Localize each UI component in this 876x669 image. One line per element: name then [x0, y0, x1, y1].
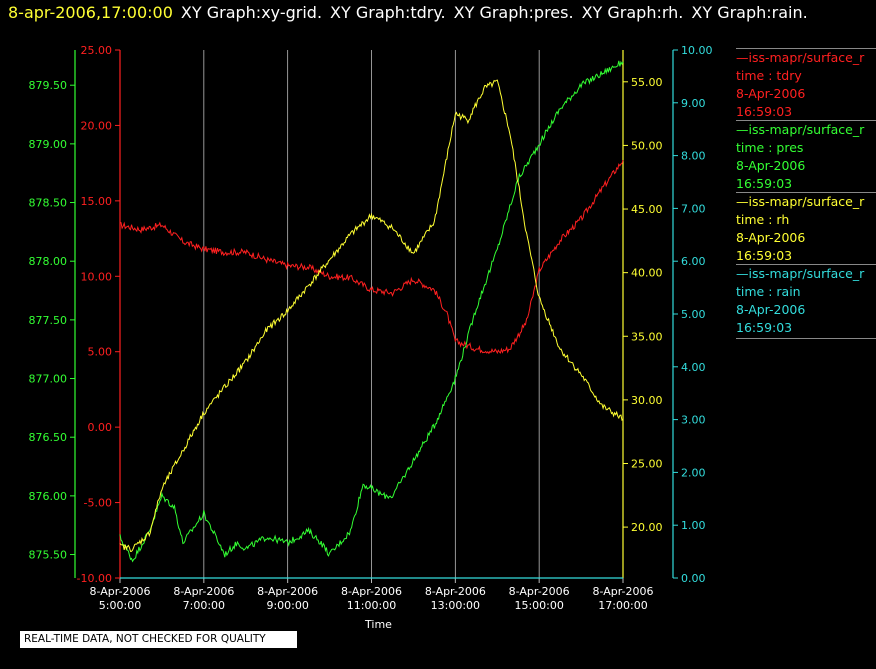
tdry-tick-label: 15.00	[81, 195, 113, 208]
legend-time: 16:59:03	[736, 320, 793, 335]
legend-rule	[736, 192, 876, 193]
x-tick-label-time: 5:00:00	[99, 599, 141, 612]
pres-tick-label: 879.00	[29, 138, 68, 151]
legend-time: 16:59:03	[736, 104, 793, 119]
tdry-tick-label: 10.00	[81, 270, 113, 283]
series-line-rh	[119, 79, 624, 552]
legend-entry-pres: —iss-mapr/surface_r time : pres 8-Apr-20…	[736, 120, 876, 193]
legend-entry-rh: —iss-mapr/surface_r time : rh 8-Apr-2006…	[736, 192, 876, 265]
legend-entry-tdry: —iss-mapr/surface_r time : tdry 8-Apr-20…	[736, 48, 876, 121]
x-tick-label-date: 8-Apr-2006	[257, 585, 318, 598]
pres-tick-label: 879.50	[29, 79, 68, 92]
rh-tick-label: 30.00	[631, 394, 663, 407]
x-tick-label-time: 13:00:00	[431, 599, 480, 612]
x-tick-label-date: 8-Apr-2006	[89, 585, 150, 598]
rh-tick-label: 40.00	[631, 267, 663, 280]
rh-tick-label: 20.00	[631, 521, 663, 534]
pres-tick-label: 877.50	[29, 314, 68, 327]
series-line-pres	[119, 60, 624, 563]
rain-tick-label: 9.00	[681, 97, 706, 110]
rain-tick-label: 4.00	[681, 361, 706, 374]
rh-tick-label: 25.00	[631, 457, 663, 470]
legend-rule	[736, 264, 876, 265]
legend-date: 8-Apr-2006	[736, 86, 806, 101]
pres-tick-label: 877.00	[29, 373, 68, 386]
rain-tick-label: 7.00	[681, 202, 706, 215]
legend-series-name: —iss-mapr/surface_r	[736, 122, 865, 137]
legend-time: 16:59:03	[736, 248, 793, 263]
graph-title-tdry: XY Graph:tdry.	[330, 3, 446, 22]
x-tick-label-time: 11:00:00	[347, 599, 396, 612]
legend-variable: time : rain	[736, 284, 801, 299]
pres-tick-label: 876.50	[29, 431, 68, 444]
pres-tick-label: 876.00	[29, 490, 68, 503]
legend-date: 8-Apr-2006	[736, 302, 806, 317]
quality-disclaimer: REAL-TIME DATA, NOT CHECKED FOR QUALITY	[20, 631, 297, 648]
x-tick-label-date: 8-Apr-2006	[173, 585, 234, 598]
rain-tick-label: 8.00	[681, 150, 706, 163]
rain-tick-label: 5.00	[681, 308, 706, 321]
tdry-tick-label: 5.00	[88, 346, 113, 359]
x-tick-label-date: 8-Apr-2006	[509, 585, 570, 598]
legend-entry-rain: —iss-mapr/surface_r time : rain 8-Apr-20…	[736, 264, 876, 339]
legend-date: 8-Apr-2006	[736, 230, 806, 245]
rain-tick-label: 1.00	[681, 519, 706, 532]
tdry-tick-label: 25.00	[81, 44, 113, 57]
legend-time: 16:59:03	[736, 176, 793, 191]
x-tick-label-time: 9:00:00	[266, 599, 308, 612]
legend-variable: time : pres	[736, 140, 804, 155]
graph-title-rain: XY Graph:rain.	[691, 3, 808, 22]
graph-title-xy-grid: XY Graph:xy-grid.	[180, 3, 323, 22]
pres-tick-label: 875.50	[29, 549, 68, 562]
graph-title-pres: XY Graph:pres.	[453, 3, 574, 22]
legend-rule	[736, 48, 876, 49]
rain-tick-label: 2.00	[681, 466, 706, 479]
pres-tick-label: 878.50	[29, 197, 68, 210]
graph-title-rh: XY Graph:rh.	[581, 3, 684, 22]
x-tick-label-time: 15:00:00	[514, 599, 563, 612]
x-tick-label-time: 7:00:00	[183, 599, 225, 612]
rain-tick-label: 10.00	[681, 44, 713, 57]
legend-rule-bottom	[736, 338, 876, 339]
graph-header: 8-apr-2006,17:00:00 XY Graph:xy-grid. XY G…	[8, 2, 808, 26]
legend-variable: time : rh	[736, 212, 790, 227]
x-tick-label-time: 17:00:00	[598, 599, 647, 612]
rh-tick-label: 50.00	[631, 139, 663, 152]
rh-tick-label: 45.00	[631, 203, 663, 216]
rh-tick-label: 55.00	[631, 76, 663, 89]
legend-series-name: —iss-mapr/surface_r	[736, 266, 865, 281]
rain-tick-label: 6.00	[681, 255, 706, 268]
pres-tick-label: 878.00	[29, 255, 68, 268]
legend-rule	[736, 120, 876, 121]
timestamp: 8-apr-2006,17:00:00	[8, 3, 173, 22]
legend-series-name: —iss-mapr/surface_r	[736, 50, 865, 65]
x-tick-label-date: 8-Apr-2006	[592, 585, 653, 598]
legend-series-name: —iss-mapr/surface_r	[736, 194, 865, 209]
x-axis-label: Time	[364, 618, 392, 631]
rain-tick-label: 3.00	[681, 414, 706, 427]
tdry-tick-label: 20.00	[81, 119, 113, 132]
x-tick-label-date: 8-Apr-2006	[341, 585, 402, 598]
tdry-tick-label: 0.00	[88, 421, 113, 434]
legend-date: 8-Apr-2006	[736, 158, 806, 173]
series-line-tdry	[119, 159, 624, 355]
rain-tick-label: 0.00	[681, 572, 706, 585]
rh-tick-label: 35.00	[631, 330, 663, 343]
tdry-tick-label: -5.00	[84, 497, 112, 510]
x-tick-label-date: 8-Apr-2006	[425, 585, 486, 598]
tdry-tick-label: -10.00	[77, 572, 112, 585]
legend-variable: time : tdry	[736, 68, 802, 83]
